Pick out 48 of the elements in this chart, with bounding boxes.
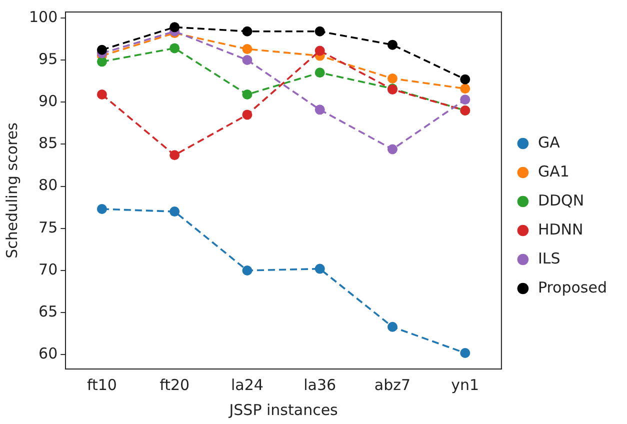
x-tick-label: ft20 (160, 376, 190, 394)
legend-label: GA (538, 133, 561, 152)
y-tick-label: 60 (38, 344, 58, 363)
legend-label: ILS (538, 249, 560, 268)
legend-label: Proposed (538, 278, 607, 296)
x-tick-label: abz7 (374, 376, 411, 394)
point (314, 264, 325, 274)
y-axis-title: Scheduling scores (2, 122, 21, 258)
y-tick-label: 70 (38, 260, 58, 278)
point (242, 26, 252, 36)
point (242, 90, 252, 100)
y-tick-label: 65 (38, 302, 58, 320)
legend-label: HDNN (538, 220, 584, 238)
point (387, 144, 398, 154)
point (387, 74, 398, 84)
y-tick-label: 80 (38, 176, 58, 194)
point (96, 204, 107, 214)
point (460, 94, 470, 105)
point (387, 40, 398, 50)
legend-label: GA1 (538, 162, 570, 180)
point (170, 206, 180, 217)
x-axis-title: JSSP instances (228, 400, 338, 419)
x-tick-label: la36 (304, 376, 336, 394)
point (460, 84, 470, 94)
point (96, 90, 107, 100)
point (314, 104, 325, 115)
point (170, 43, 180, 54)
point (314, 26, 325, 36)
point (242, 265, 252, 276)
point (314, 68, 325, 78)
y-tick-label: 100 (28, 8, 58, 26)
x-tick-label: la24 (230, 376, 264, 394)
point (460, 348, 470, 358)
y-tick-label: 85 (38, 134, 58, 152)
point (387, 322, 398, 332)
x-tick-label: yn1 (451, 376, 480, 394)
point (460, 74, 470, 84)
y-tick-label: 95 (38, 50, 58, 68)
y-tick-label: 90 (38, 92, 58, 110)
point (170, 150, 180, 160)
legend-label: DDQN (538, 191, 584, 210)
point (242, 54, 252, 65)
point (170, 22, 180, 32)
y-tick-label: 75 (38, 218, 58, 236)
point (242, 110, 252, 120)
x-tick-label: ft10 (86, 376, 117, 394)
point (242, 44, 252, 54)
point (314, 46, 325, 56)
